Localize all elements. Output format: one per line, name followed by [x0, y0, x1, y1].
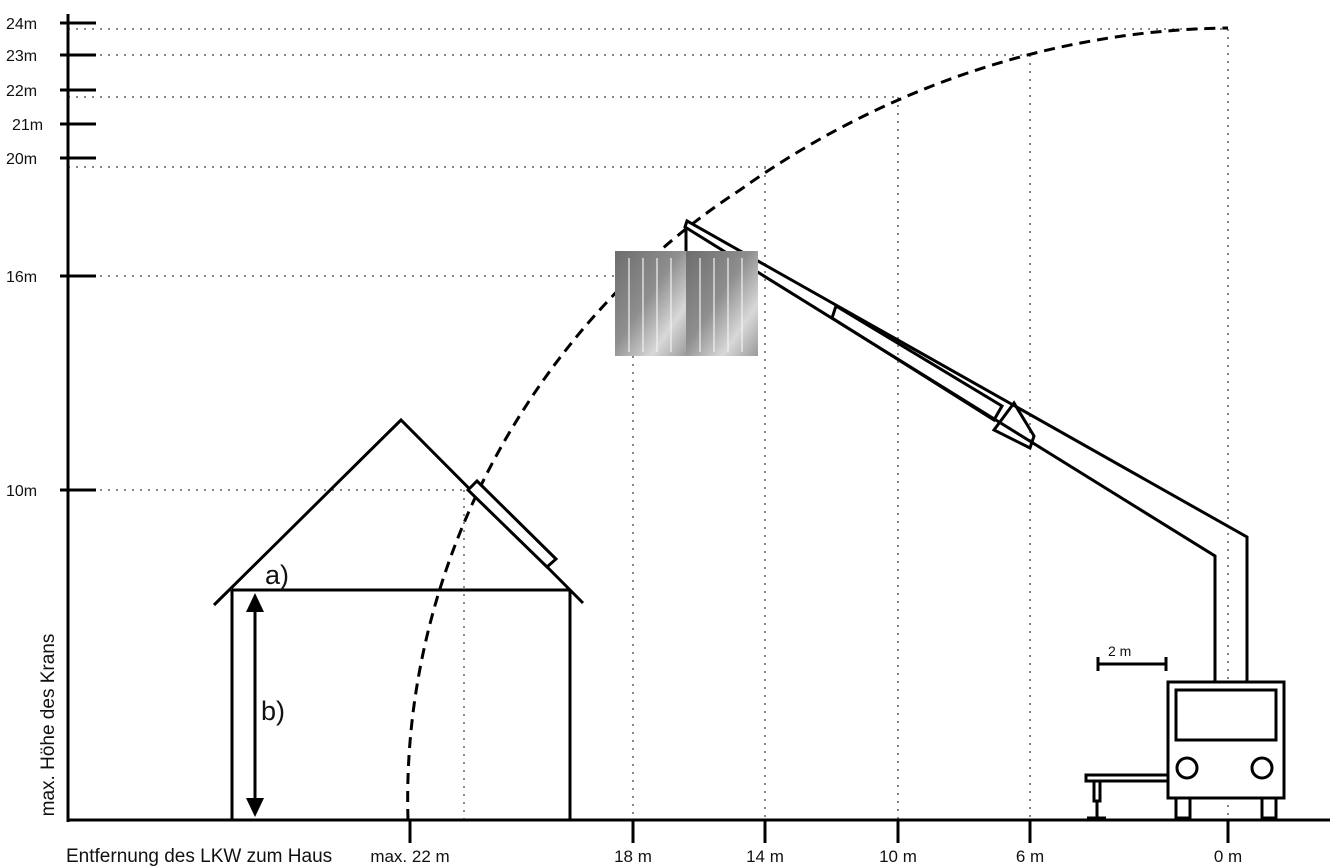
lifted-solar-panels: [615, 251, 758, 356]
height-label-b: b): [261, 696, 285, 726]
crane-truck: [1084, 680, 1286, 820]
x-axis-label: Entfernung des LKW zum Haus: [66, 846, 332, 867]
truck-window: [1174, 688, 1278, 742]
y-tick-label: 16m: [6, 269, 37, 286]
y-tick-label: 10m: [6, 483, 37, 500]
scale-bar-label: 2 m: [1108, 643, 1131, 659]
y-tick-label: 22m: [6, 83, 37, 100]
solar-panel-left: [615, 251, 687, 356]
crane-boom: [683, 218, 1249, 682]
y-tick-label: 23m: [6, 48, 37, 65]
guide-lines: [68, 28, 1229, 820]
crane-mast: [683, 218, 1249, 682]
x-tick-label: 6 m: [1016, 847, 1044, 866]
x-tick-label: 18 m: [614, 847, 652, 866]
x-tick-label: 14 m: [746, 847, 784, 866]
y-axis-label: max. Höhe des Krans: [38, 634, 59, 817]
truck-light-right: [1250, 756, 1274, 780]
roof-solar-panel: [465, 478, 559, 570]
x-tick-labels: max. 22 m 18 m 14 m 10 m 6 m 0 m: [370, 847, 1242, 866]
outrigger-leg: [1092, 779, 1102, 803]
x-tick-label: 10 m: [879, 847, 917, 866]
crane-reach-arc: [406, 26, 1229, 821]
y-tick-label: 21m: [12, 117, 43, 134]
x-tick-label: max. 22 m: [370, 847, 449, 866]
house: [212, 417, 585, 820]
y-tick-label: 20m: [6, 151, 37, 168]
outrigger-beam: [1084, 773, 1170, 783]
axes: [60, 14, 1330, 843]
roof-label-a: a): [265, 560, 289, 590]
boom-section-1: [830, 303, 1005, 423]
y-tick-label: 24m: [6, 16, 37, 33]
x-tick-label: 0 m: [1214, 847, 1242, 866]
arrow-head-up: [246, 593, 264, 612]
boom-section-2: [991, 400, 1036, 451]
truck-wheel-right: [1260, 796, 1278, 820]
arrow-head-down: [246, 798, 264, 817]
scale-bar: [1096, 657, 1168, 671]
truck-light-left: [1175, 756, 1199, 780]
y-tick-labels: 24m 23m 22m 21m 20m 16m 10m: [6, 16, 43, 500]
truck-wheel-left: [1174, 796, 1192, 820]
solar-panel-right: [686, 251, 758, 356]
